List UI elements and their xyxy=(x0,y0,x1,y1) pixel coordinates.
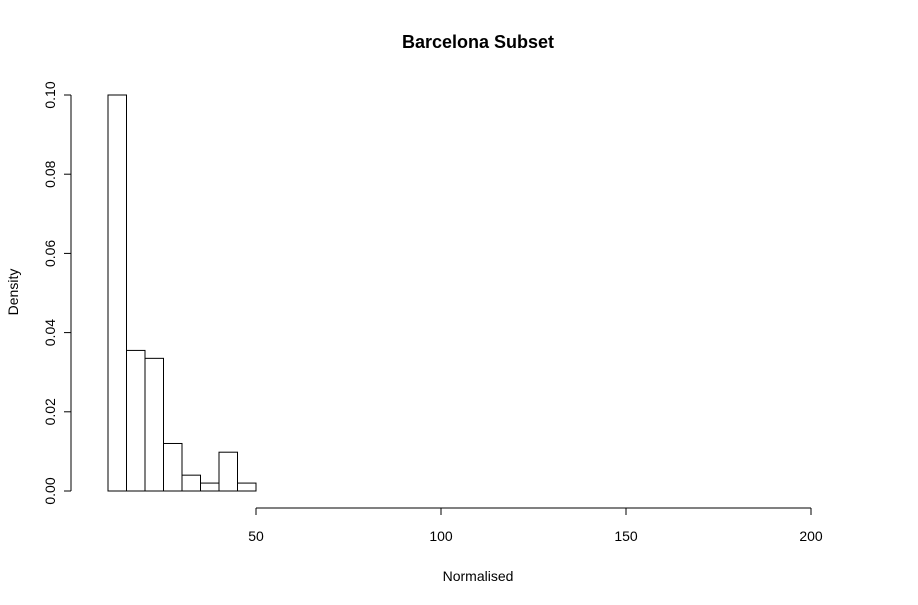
y-tick-label: 0.02 xyxy=(42,398,58,425)
histogram-bar xyxy=(200,482,220,492)
y-tick-label: 0.10 xyxy=(42,81,58,108)
y-tick-label: 0.08 xyxy=(42,160,58,187)
histogram-bar xyxy=(144,357,164,492)
chart-title: Barcelona Subset xyxy=(402,32,554,52)
histogram-bar xyxy=(218,451,238,492)
x-axis-title: Normalised xyxy=(443,568,514,584)
x-axis: 50 100 150 200 xyxy=(248,507,823,544)
histogram-bar xyxy=(126,349,146,492)
bars-group xyxy=(107,94,257,492)
y-tick-label: 0.06 xyxy=(42,240,58,267)
x-tick-label: 100 xyxy=(429,528,453,544)
y-axis-title: Density xyxy=(5,269,21,316)
y-axis: 0.00 0.02 0.04 0.06 0.08 0.10 xyxy=(42,81,72,505)
y-tick-label: 0.04 xyxy=(42,319,58,346)
x-tick-label: 50 xyxy=(248,528,264,544)
histogram-bar xyxy=(181,474,201,492)
histogram-bar xyxy=(237,482,257,492)
x-tick-label: 150 xyxy=(614,528,638,544)
y-tick-label: 0.00 xyxy=(42,477,58,504)
histogram-bar xyxy=(163,442,183,492)
histogram-bar xyxy=(107,94,127,492)
x-tick-label: 200 xyxy=(799,528,823,544)
